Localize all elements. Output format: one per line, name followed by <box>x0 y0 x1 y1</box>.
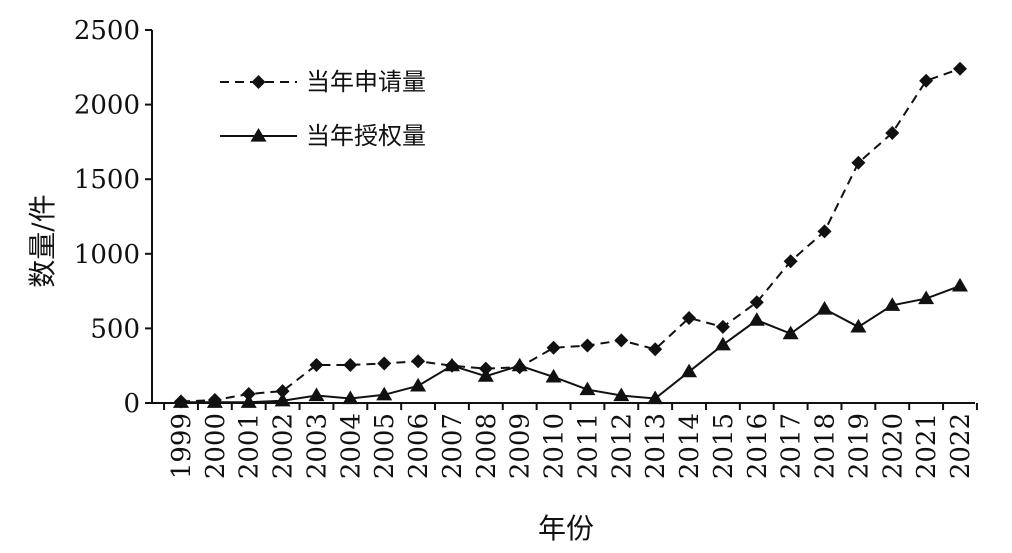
legend-label: 当年授权量 <box>306 122 426 150</box>
data-point <box>851 155 866 170</box>
x-tick-label: 2004 <box>336 413 366 479</box>
data-point <box>816 301 833 315</box>
y-tick-label: 500 <box>90 314 140 344</box>
legend-marker <box>250 128 267 142</box>
x-tick-label: 2021 <box>912 413 942 479</box>
y-axis-title: 数量/件 <box>26 194 59 287</box>
legend-item: 当年授权量 <box>220 122 426 150</box>
data-point <box>309 357 324 372</box>
y-tick-label: 1500 <box>74 165 140 195</box>
x-tick-label: 2009 <box>506 413 536 479</box>
data-point <box>275 384 290 399</box>
data-point <box>377 356 392 371</box>
x-tick-label: 2020 <box>878 413 908 479</box>
data-point <box>682 310 697 325</box>
y-ticks: 0 500 1000 1500 2000 2500 <box>74 16 152 419</box>
data-point <box>206 394 223 408</box>
data-point <box>647 390 664 405</box>
data-point <box>613 387 630 402</box>
y-tick-label: 1000 <box>74 240 140 270</box>
x-tick-label: 2022 <box>946 413 976 479</box>
x-tick-label: 2007 <box>438 413 468 479</box>
data-point <box>580 338 595 353</box>
x-tick-label: 2000 <box>201 413 231 479</box>
x-tick-label: 2002 <box>269 413 299 479</box>
x-tick-label: 2014 <box>675 413 705 479</box>
x-tick-label: 2018 <box>811 413 841 479</box>
data-point <box>614 333 629 348</box>
x-tick-label: 2003 <box>302 413 332 479</box>
x-tick-label: 2001 <box>235 413 265 479</box>
y-tick-label: 0 <box>123 389 140 419</box>
series-1 <box>174 61 967 409</box>
data-point <box>545 368 562 383</box>
data-point <box>411 354 426 369</box>
x-ticks: 1999 2000 2001 2002 2003 2004 2005 2006 2007 2008… <box>163 403 978 479</box>
x-tick-label: 2015 <box>709 413 739 479</box>
data-point <box>952 277 968 292</box>
data-point <box>783 254 798 269</box>
x-tick-label: 2005 <box>370 413 400 479</box>
data-point <box>885 125 900 140</box>
data-point <box>173 394 189 408</box>
x-axis-title: 年份 <box>538 512 594 545</box>
x-tick-label: 1999 <box>167 413 197 479</box>
data-point <box>749 295 764 310</box>
x-tick-label: 2008 <box>472 413 502 479</box>
x-tick-label: 2019 <box>844 413 874 479</box>
data-point <box>240 394 257 408</box>
data-point <box>648 342 663 357</box>
series-line <box>181 284 961 404</box>
x-tick-label: 2017 <box>777 413 807 479</box>
data-point <box>410 377 427 392</box>
data-point <box>343 357 358 372</box>
data-point <box>546 340 561 355</box>
data-point <box>511 357 528 372</box>
data-point <box>715 319 730 334</box>
y-tick-label: 2000 <box>74 91 140 121</box>
data-point <box>274 392 291 407</box>
x-tick-label: 2011 <box>573 413 603 479</box>
data-point <box>748 312 765 326</box>
data-point <box>919 73 934 88</box>
series-layer <box>173 61 968 409</box>
data-point <box>241 387 256 402</box>
data-point <box>308 387 325 402</box>
y-tick-label: 2500 <box>74 16 140 46</box>
x-tick-label: 2010 <box>540 413 570 479</box>
x-tick-label: 2012 <box>607 413 637 479</box>
data-point <box>681 363 698 378</box>
axes <box>151 30 975 404</box>
series-line <box>180 67 961 403</box>
legend-item: 当年申请量 <box>220 68 426 96</box>
legend-marker <box>251 75 266 89</box>
legend-label: 当年申请量 <box>306 68 426 96</box>
x-tick-label: 2006 <box>404 413 434 479</box>
data-point <box>884 297 901 311</box>
data-point <box>342 390 359 405</box>
data-point <box>477 368 494 382</box>
data-point <box>953 61 967 76</box>
data-point <box>782 325 799 340</box>
data-point <box>376 386 393 401</box>
data-point <box>918 290 935 305</box>
x-tick-label: 2013 <box>641 413 671 479</box>
x-tick-label: 2016 <box>743 413 773 479</box>
series-2 <box>173 277 968 408</box>
data-point <box>714 336 731 351</box>
data-point <box>850 318 867 333</box>
data-point <box>817 224 832 239</box>
data-point <box>579 381 596 396</box>
data-point <box>443 357 460 372</box>
